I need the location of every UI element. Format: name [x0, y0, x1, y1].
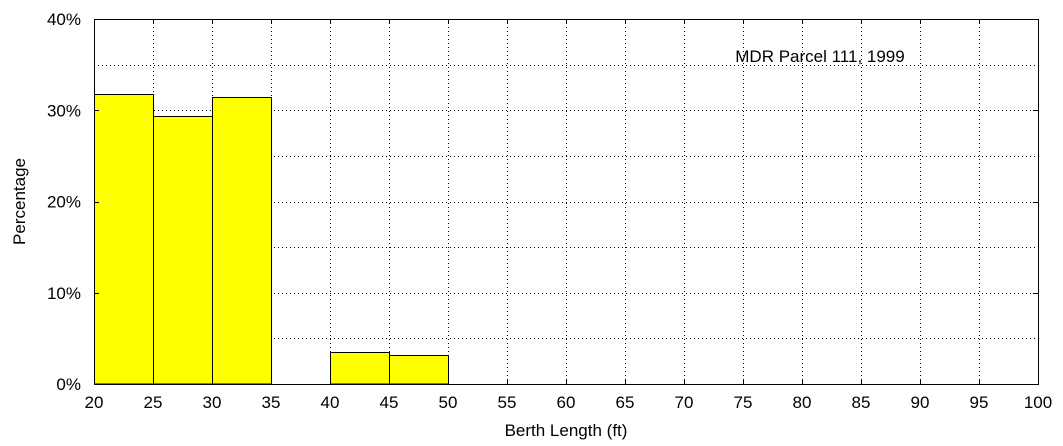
histogram-bar — [153, 116, 213, 385]
y-tick-label: 40% — [47, 10, 81, 29]
grid-lines — [94, 19, 1038, 384]
histogram-bar — [330, 352, 390, 385]
y-tick-label: 30% — [47, 101, 81, 120]
y-tick-label: 10% — [47, 284, 81, 303]
x-tick-label: 40 — [321, 393, 340, 412]
x-tick-label: 60 — [557, 393, 576, 412]
x-tick-label: 65 — [616, 393, 635, 412]
x-tick-label: 35 — [262, 393, 281, 412]
y-tick-label: 0% — [56, 375, 81, 394]
x-tick-label: 50 — [439, 393, 458, 412]
x-axis-label: Berth Length (ft) — [505, 421, 628, 440]
x-tick-label: 45 — [380, 393, 399, 412]
x-tick-label: 85 — [852, 393, 871, 412]
x-tick-label: 25 — [144, 393, 163, 412]
histogram-bar — [94, 94, 154, 385]
histogram-bars — [94, 94, 449, 385]
x-tick-labels: 20 25 30 35 40 45 50 55 60 65 70 75 80 85 90 95 100 — [85, 393, 1053, 412]
x-tick-label: 30 — [203, 393, 222, 412]
x-tick-label: 75 — [734, 393, 753, 412]
x-tick-label: 80 — [793, 393, 812, 412]
x-tick-label: 90 — [911, 393, 930, 412]
histogram-bar — [389, 355, 449, 385]
x-tick-label: 100 — [1024, 393, 1052, 412]
y-axis-label: Percentage — [10, 158, 29, 245]
chart-annotation: MDR Parcel 111, 1999 — [735, 47, 904, 66]
y-tick-label: 20% — [47, 193, 81, 212]
x-tick-label: 95 — [970, 393, 989, 412]
axis-ticks — [94, 19, 1039, 385]
x-tick-label: 20 — [85, 393, 104, 412]
histogram-bar — [212, 97, 272, 385]
x-tick-label: 70 — [675, 393, 694, 412]
y-tick-labels: 0% 10% 20% 30% 40% — [47, 10, 81, 394]
x-tick-label: 55 — [498, 393, 517, 412]
